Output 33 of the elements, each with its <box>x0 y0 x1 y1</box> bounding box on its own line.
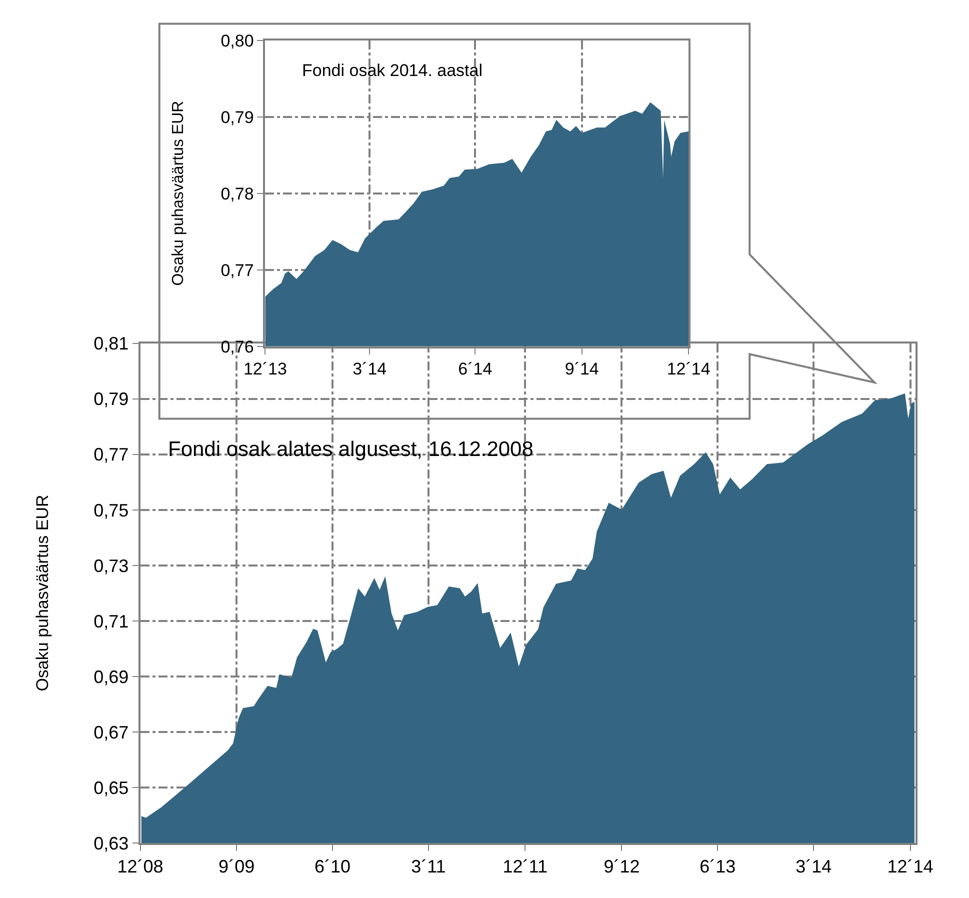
y-tick-label: 0,79 <box>220 108 254 127</box>
y-tick-label: 0,79 <box>94 389 129 410</box>
x-tick-label: 3´14 <box>352 360 387 379</box>
y-axis-title: Osaku puhasväärtus EUR <box>32 494 52 692</box>
y-tick-label: 0,76 <box>220 337 254 356</box>
y-tick-label: 0,77 <box>220 260 254 280</box>
y-tick-label: 0,67 <box>94 722 129 742</box>
x-tick-label: 12´13 <box>243 360 287 379</box>
y-tick-label: 0,78 <box>220 184 254 204</box>
y-tick-label: 0,63 <box>94 833 129 854</box>
x-tick-label: 6´14 <box>458 360 492 379</box>
x-tick-label: 12´11 <box>502 856 548 877</box>
y-tick-label: 0,71 <box>94 611 129 632</box>
x-tick-label: 9´12 <box>604 856 640 877</box>
y-tick-label: 0,77 <box>94 444 129 465</box>
x-tick-label: 12´14 <box>666 360 710 379</box>
x-tick-label: 9´09 <box>218 856 255 877</box>
x-tick-label: 6´10 <box>314 856 351 877</box>
y-tick-label: 0,65 <box>94 778 129 798</box>
x-tick-label: 12´14 <box>887 856 934 877</box>
y-tick-label: 0,81 <box>94 334 129 354</box>
y-axis-title: Osaku puhasväärtus EUR <box>170 100 188 286</box>
y-tick-label: 0,80 <box>220 31 254 50</box>
y-tick-label: 0,75 <box>94 500 129 520</box>
x-tick-label: 12´08 <box>117 856 164 877</box>
y-tick-label: 0,73 <box>94 556 129 576</box>
text: Fondi osak 2014. aastal <box>302 61 483 80</box>
text: Fondi osak alates algusest, 16.12.2008 <box>168 438 534 461</box>
x-tick-label: 3´14 <box>796 856 832 877</box>
x-tick-label: 3´11 <box>411 856 446 877</box>
y-tick-label: 0,69 <box>94 666 129 687</box>
x-tick-label: 9´14 <box>564 360 599 379</box>
x-tick-label: 6´13 <box>700 856 736 877</box>
